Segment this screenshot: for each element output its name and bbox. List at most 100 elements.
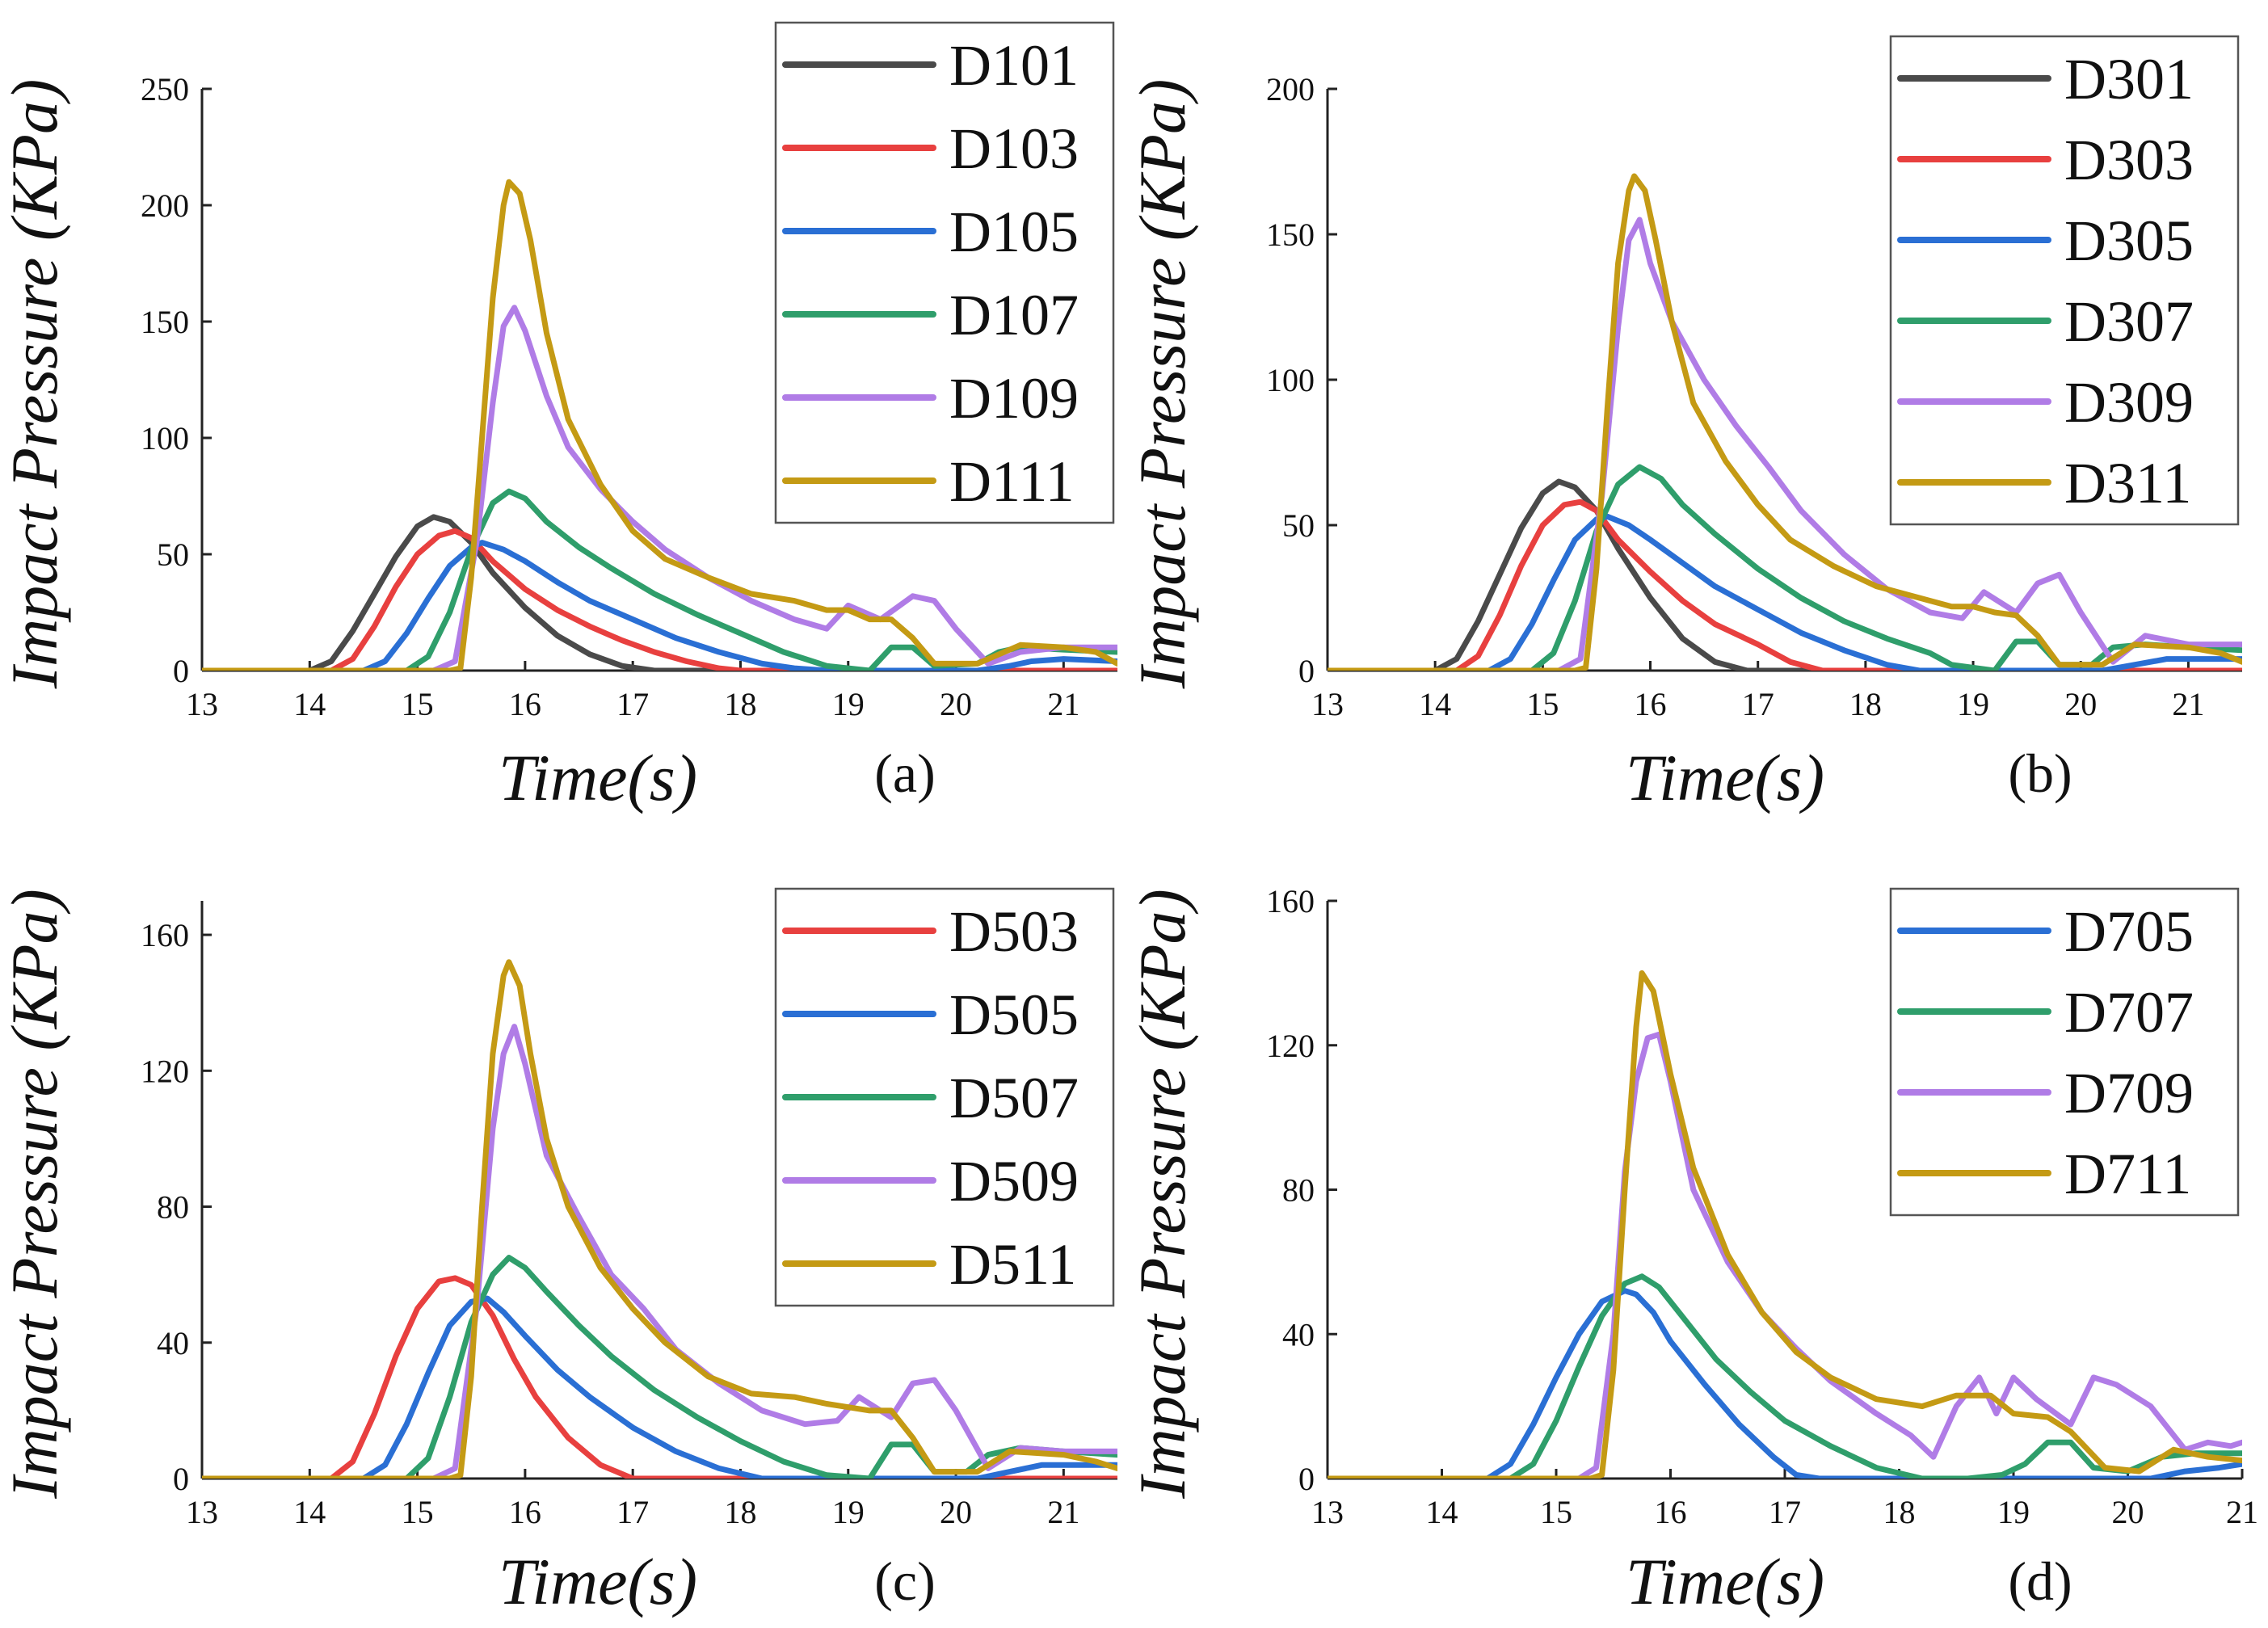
legend-label-D505: D505 [949,982,1079,1047]
x-axis-title: Time(s) [1626,1545,1824,1618]
x-tick-label: 20 [2064,686,2097,722]
legend-label-D111: D111 [949,449,1075,514]
legend-label-D305: D305 [2064,208,2194,273]
legend-label-D109: D109 [949,366,1079,431]
panel-label: (b) [2008,742,2072,804]
legend-label-D301: D301 [2064,47,2194,111]
y-tick-label: 100 [141,420,189,456]
series-line-D505 [202,1295,1117,1479]
y-tick-label: 0 [1298,653,1315,689]
panel-label: (c) [874,1550,935,1612]
series-line-D305 [1328,513,2242,671]
x-tick-label: 18 [724,1494,756,1530]
y-tick-label: 80 [1282,1172,1315,1209]
y-tick-label: 160 [141,917,189,953]
series-line-D709 [1328,1031,2242,1479]
y-axis-title: Impact Pressure (KPa) [1126,889,1199,1500]
series-line-D711 [1328,970,2242,1479]
x-tick-label: 16 [509,1494,541,1530]
y-tick-label: 120 [141,1053,189,1089]
series-line-D101 [202,514,1117,671]
x-tick-label: 20 [2112,1494,2144,1530]
y-tick-label: 150 [1266,217,1315,253]
legend-label-D303: D303 [2064,128,2194,192]
legend-label-D509: D509 [949,1149,1079,1214]
legend: D503 D505 D507 D509 D511 [774,887,1115,1307]
legend: D101 D103 D105 D107 D109 D111 [774,21,1115,524]
chart-panel-c: 13 14 15 16 17 18 19 20 21 0 40 80 120 160 Impact Pres… [0,887,1117,1618]
legend-label-D511: D511 [949,1232,1076,1297]
y-axis-title: Impact Pressure (KPa) [0,889,71,1500]
series-line-D103 [202,528,1117,671]
y-tick-label: 250 [141,71,189,107]
x-tick-label: 17 [616,686,649,722]
x-tick-label: 15 [402,1494,434,1530]
y-tick-label: 0 [1298,1461,1315,1497]
x-tick-label: 13 [1311,686,1344,722]
x-tick-label: 21 [2172,686,2204,722]
x-tick-label: 13 [186,686,218,722]
legend-label-D107: D107 [949,283,1079,347]
legend: D705 D707 D709 D711 [1889,887,2240,1217]
x-tick-label: 16 [1655,1494,1687,1530]
legend-label-D103: D103 [949,116,1079,181]
x-tick-label: 14 [293,686,326,722]
x-tick-label: 15 [1526,686,1559,722]
legend-label-D711: D711 [2064,1142,2191,1206]
y-tick-label: 160 [1266,883,1315,919]
y-tick-label: 80 [157,1189,189,1226]
x-tick-label: 15 [1540,1494,1572,1530]
series-line-D311 [1328,173,2242,671]
chart-panel-d: 13 14 15 16 17 18 19 20 21 0 40 80 120 160 Impact Pres… [1126,883,2258,1618]
x-tick-label: 13 [186,1494,218,1530]
y-tick-label: 0 [173,1461,189,1497]
series-line-D111 [202,179,1117,671]
legend-box [774,21,1115,524]
chart-panel-a: 13 14 15 16 17 18 19 20 21 0 50 100 150 200 250 Impact … [0,21,1117,814]
y-axis-title: Impact Pressure (KPa) [0,79,71,690]
x-tick-label: 14 [1419,686,1451,722]
x-tick-label: 17 [1769,1494,1801,1530]
x-tick-label: 21 [2226,1494,2258,1530]
legend-label-D309: D309 [2064,370,2194,435]
panel-label: (d) [2008,1550,2072,1612]
chart-panel-b: 13 14 15 16 17 18 19 20 21 0 50 100 150 200 Impact Pre… [1126,35,2242,814]
y-tick-label: 40 [157,1325,189,1361]
x-tick-label: 20 [940,686,972,722]
legend-label-D707: D707 [2064,980,2194,1045]
series-line-D303 [1328,498,2242,671]
y-tick-label: 50 [157,536,189,573]
series-line-D301 [1328,478,2242,671]
x-tick-label: 21 [1047,686,1079,722]
x-tick-label: 16 [1635,686,1667,722]
series-line-D109 [202,305,1117,671]
y-tick-label: 0 [173,653,189,689]
legend-box [1889,35,2240,526]
legend-label-D311: D311 [2064,451,2191,515]
y-axis-title: Impact Pressure (KPa) [1126,79,1199,690]
y-tick-label: 100 [1266,362,1315,398]
series-line-D707 [1328,1273,2242,1479]
y-tick-label: 120 [1266,1028,1315,1064]
x-tick-label: 18 [724,686,756,722]
y-tick-label: 40 [1282,1316,1315,1352]
x-tick-label: 18 [1883,1494,1916,1530]
legend-label-D503: D503 [949,899,1079,964]
x-axis-title: Time(s) [499,1545,697,1618]
x-tick-label: 20 [940,1494,972,1530]
panel-label: (a) [874,742,935,804]
legend: D301 D303 D305 D307 D309 D311 [1889,35,2240,526]
series-line-D105 [202,540,1117,671]
x-tick-label: 21 [1047,1494,1079,1530]
series-line-D511 [202,959,1117,1479]
y-tick-label: 200 [1266,71,1315,107]
x-tick-label: 16 [509,686,541,722]
x-tick-label: 19 [832,686,865,722]
x-tick-label: 17 [1742,686,1774,722]
legend-label-D105: D105 [949,200,1079,264]
legend-label-D705: D705 [2064,899,2194,964]
x-tick-label: 19 [1997,1494,2030,1530]
x-tick-label: 14 [293,1494,326,1530]
y-tick-label: 50 [1282,507,1315,544]
